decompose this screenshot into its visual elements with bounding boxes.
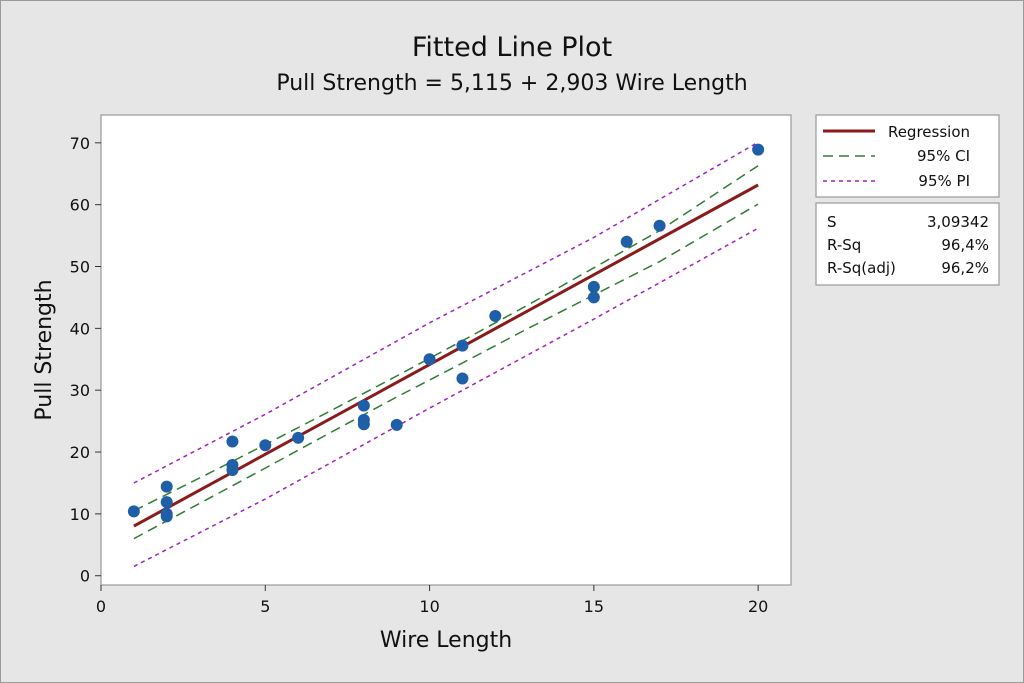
data-point	[390, 418, 403, 431]
x-tick-label: 0	[96, 597, 106, 616]
data-point	[489, 309, 502, 322]
stats-box-frame	[815, 202, 1000, 286]
x-tick-label: 10	[419, 597, 439, 616]
data-point	[127, 505, 140, 518]
y-tick-label: 50	[70, 258, 90, 277]
y-axis-title: Pull Strength	[32, 279, 57, 420]
stat-value-rsq-adj: 96,2%	[941, 259, 989, 277]
data-point	[357, 418, 370, 431]
y-tick-label: 60	[70, 196, 90, 215]
legend-label-pi: 95% PI	[918, 172, 970, 190]
data-point	[752, 143, 765, 156]
data-point	[292, 431, 305, 444]
data-point	[357, 399, 370, 412]
stats-box: S 3,09342 R-Sq 96,4% R-Sq(adj) 96,2%	[815, 202, 1000, 286]
y-tick-label: 40	[70, 319, 90, 338]
y-tick-label: 30	[70, 381, 90, 400]
chart-title: Fitted Line Plot	[412, 32, 612, 63]
y-tick-label: 70	[70, 134, 90, 153]
legend: Regression 95% CI 95% PI	[815, 114, 1000, 198]
legend-label-ci: 95% CI	[917, 147, 970, 165]
data-point	[587, 291, 600, 304]
legend-label-regression: Regression	[888, 123, 970, 141]
data-point	[160, 496, 173, 509]
y-tick-label: 0	[80, 567, 90, 586]
x-tick-label: 20	[748, 597, 768, 616]
pi-lower-line	[133, 227, 759, 568]
data-point	[456, 372, 469, 385]
data-point	[160, 480, 173, 493]
data-point	[259, 439, 272, 452]
data-point	[226, 463, 239, 476]
data-point	[587, 280, 600, 293]
x-tick-label: 15	[584, 597, 604, 616]
stat-value-s: 3,09342	[927, 213, 989, 231]
interval-bands	[133, 141, 759, 568]
data-point	[620, 235, 633, 248]
stat-label-rsq-adj: R-Sq(adj)	[827, 259, 896, 277]
data-points	[127, 143, 765, 523]
y-tick-label: 20	[70, 443, 90, 462]
x-tick-label: 5	[260, 597, 270, 616]
data-point	[456, 339, 469, 352]
data-point	[226, 435, 239, 448]
y-tick-label: 10	[70, 505, 90, 524]
plot-area	[100, 114, 792, 586]
stat-label-rsq: R-Sq	[827, 236, 861, 254]
data-point	[423, 353, 436, 366]
x-axis-title: Wire Length	[380, 628, 512, 653]
axes: 0 5 10 15 20 0 10 20 30 40 50 60 70	[70, 134, 769, 616]
data-point	[160, 510, 173, 523]
stat-label-s: S	[827, 213, 837, 231]
pi-upper-line	[133, 141, 759, 484]
stat-value-rsq: 96,4%	[941, 236, 989, 254]
data-point	[653, 219, 666, 232]
chart-subtitle: Pull Strength = 5,115 + 2,903 Wire Lengt…	[276, 71, 747, 96]
